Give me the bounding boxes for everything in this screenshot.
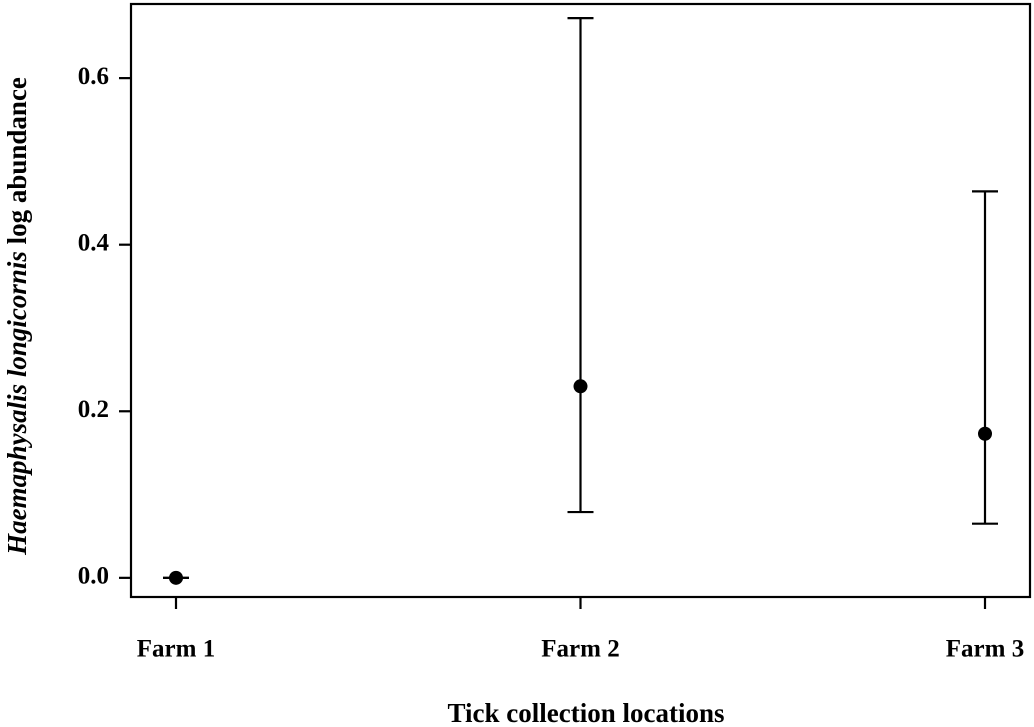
x-tick-label: Farm 3 xyxy=(946,636,1024,663)
point xyxy=(978,426,992,441)
error-bar xyxy=(567,17,594,514)
x-axis-label: Tick collection locations xyxy=(448,698,725,727)
x-tick-label: Farm 1 xyxy=(137,636,215,663)
y-tick-label: 0.2 xyxy=(78,396,109,423)
error-bar xyxy=(972,190,998,525)
y-tick-label: 0.0 xyxy=(78,563,109,590)
y-label-italic: Haemaphysalis longicornis xyxy=(2,251,32,556)
x-tick-label: Farm 2 xyxy=(541,636,619,663)
y-tick-label: 0.4 xyxy=(78,229,110,256)
y-label-rest: log abundance xyxy=(2,77,32,244)
point xyxy=(573,379,588,394)
y-tick-label: 0.6 xyxy=(78,63,109,90)
point xyxy=(169,570,183,585)
y-axis-label: Haemaphysalis longicornis log abundance xyxy=(2,77,32,556)
